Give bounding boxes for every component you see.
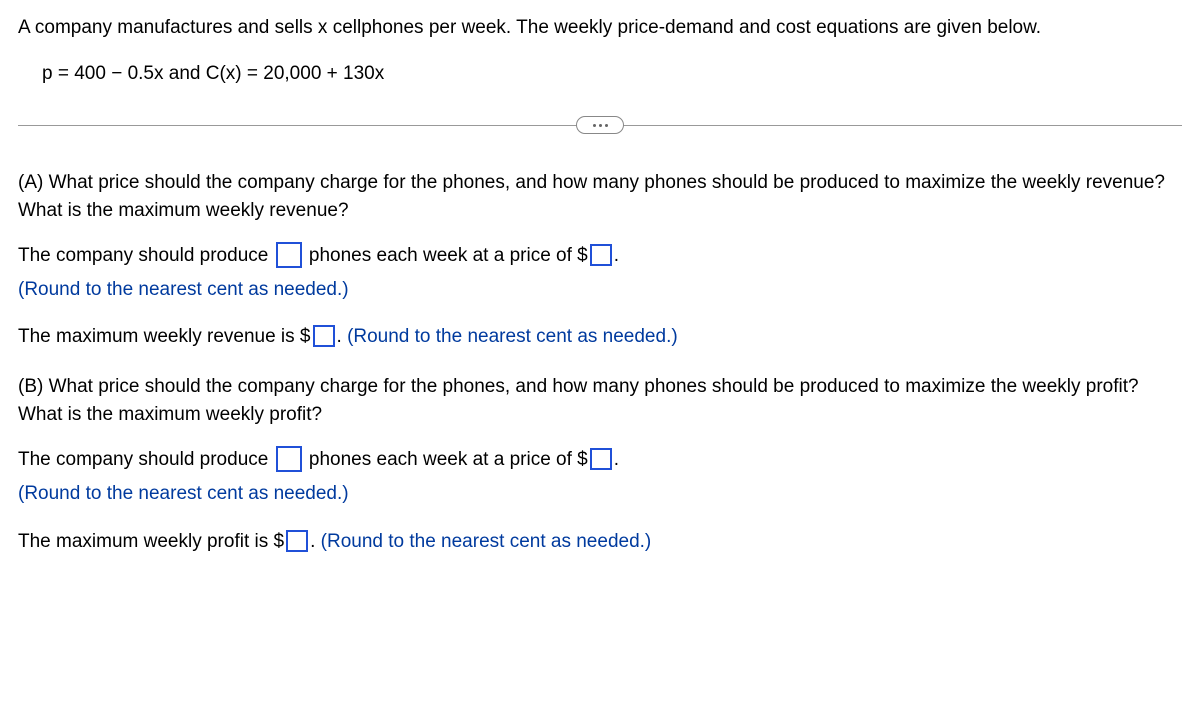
part-b-profit-input[interactable] <box>286 530 308 552</box>
part-b-profit-suffix: . <box>310 531 321 552</box>
part-a-revenue-line: The maximum weekly revenue is $. (Round … <box>18 323 1182 351</box>
part-b-quantity-input[interactable] <box>276 446 302 472</box>
part-a-revenue-round: (Round to the nearest cent as needed.) <box>347 327 678 348</box>
part-a-produce-prefix: The company should produce <box>18 245 274 266</box>
problem-statement: A company manufactures and sells x cellp… <box>18 14 1182 42</box>
part-a-produce-mid: phones each week at a price of $ <box>309 245 588 266</box>
part-b-produce-line: The company should produce phones each w… <box>18 446 1182 474</box>
part-b-round-note: (Round to the nearest cent as needed.) <box>18 480 1182 508</box>
part-b-profit-line: The maximum weekly profit is $. (Round t… <box>18 528 1182 556</box>
part-a-round-note: (Round to the nearest cent as needed.) <box>18 276 1182 304</box>
part-a-question: (A) What price should the company charge… <box>18 169 1182 224</box>
part-b-produce-suffix: . <box>614 450 619 471</box>
part-b-produce-mid: phones each week at a price of $ <box>309 450 588 471</box>
part-a-revenue-input[interactable] <box>313 325 335 347</box>
part-a-produce-suffix: . <box>614 245 619 266</box>
part-b-price-input[interactable] <box>590 448 612 470</box>
part-b-produce-prefix: The company should produce <box>18 450 274 471</box>
part-a-quantity-input[interactable] <box>276 242 302 268</box>
problem-equation: p = 400 − 0.5x and C(x) = 20,000 + 130x <box>42 60 1182 88</box>
part-b-profit-prefix: The maximum weekly profit is $ <box>18 531 284 552</box>
part-b-profit-round: (Round to the nearest cent as needed.) <box>321 531 652 552</box>
more-dots-icon[interactable] <box>576 116 624 134</box>
part-a-price-input[interactable] <box>590 244 612 266</box>
section-divider <box>18 115 1182 135</box>
part-a-revenue-suffix: . <box>337 327 348 348</box>
part-b-question: (B) What price should the company charge… <box>18 373 1182 428</box>
part-a-revenue-prefix: The maximum weekly revenue is $ <box>18 327 311 348</box>
part-a-produce-line: The company should produce phones each w… <box>18 242 1182 270</box>
